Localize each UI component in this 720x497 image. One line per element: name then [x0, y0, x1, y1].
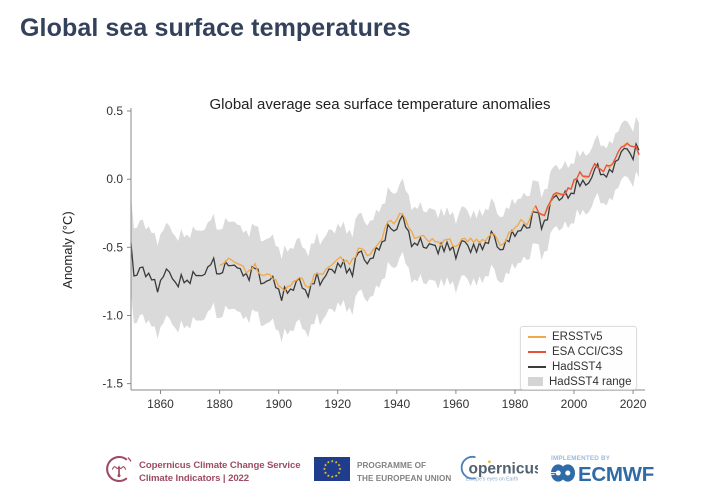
svg-text:opernicus: opernicus [469, 461, 539, 478]
svg-text:0.5: 0.5 [106, 104, 123, 118]
svg-text:-0.5: -0.5 [102, 240, 123, 254]
svg-text:1900: 1900 [265, 397, 292, 411]
svg-text:1880: 1880 [206, 397, 233, 411]
svg-text:Europe's eyes on Earth: Europe's eyes on Earth [466, 477, 519, 483]
svg-text:0.0: 0.0 [106, 172, 123, 186]
svg-text:1960: 1960 [443, 397, 470, 411]
svg-text:2000: 2000 [561, 397, 588, 411]
svg-text:1980: 1980 [502, 397, 529, 411]
svg-text:1940: 1940 [383, 397, 410, 411]
svg-text:-1.5: -1.5 [102, 377, 123, 391]
svg-text:1860: 1860 [147, 397, 174, 411]
svg-text:1920: 1920 [324, 397, 351, 411]
svg-text:-1.0: -1.0 [102, 309, 123, 323]
svg-text:2020: 2020 [620, 397, 647, 411]
